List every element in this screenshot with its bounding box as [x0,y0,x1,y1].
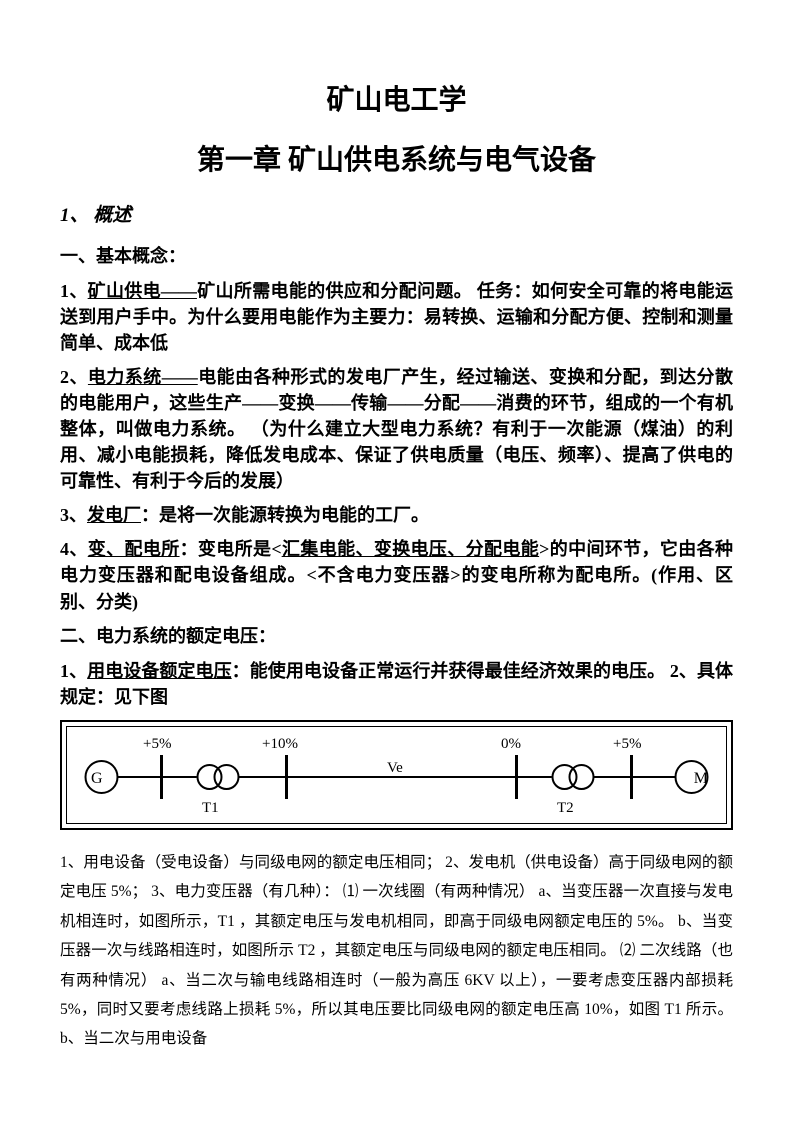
p5-num: 1、 [60,661,87,681]
diagram-inner-frame: G M T1 T2 Ve +5% +10% 0% +5% [66,726,727,824]
label-ve: Ve [387,757,403,780]
label-pct5a: +5% [143,733,171,756]
p3-body: ：是将一次能源转换为电能的工厂。 [141,505,429,525]
chapter-title: 第一章 矿山供电系统与电气设备 [60,140,733,182]
p4-num: 4、 [60,539,88,559]
explanation-text: 1、用电设备（受电设备）与同级电网的额定电压相同； 2、发电机（供电设备）高于同… [60,848,733,1054]
circuit-diagram: G M T1 T2 Ve +5% +10% 0% +5% [60,720,733,830]
section-overview-label: 1、 概述 [60,202,733,231]
label-pct10: +10% [262,733,298,756]
label-t1: T1 [202,797,219,820]
p3-term: 发电厂 [87,505,141,525]
para-mining-supply: 1、矿山供电——矿山所需电能的供应和分配问题。 任务：如何安全可靠的将电能运送到… [60,278,733,356]
label-pct5b: +5% [613,733,641,756]
p2-num: 2、 [60,367,88,387]
p2-term: 电力系统—— [88,367,198,387]
t1-coil2 [215,765,239,789]
p3-num: 3、 [60,505,87,525]
main-title: 矿山电工学 [60,80,733,122]
heading-basic-concepts: 一、基本概念： [60,243,733,270]
p5-term: 用电设备额定电压 [87,661,232,681]
p1-num: 1、 [60,281,88,301]
label-t2: T2 [557,797,574,820]
para-power-system: 2、电力系统——电能由各种形式的发电厂产生，经过输送、变换和分配，到达分散的电能… [60,364,733,494]
t2-coil2 [570,765,594,789]
p4-term2: 汇集电能、变换电压、分配电能 [282,539,539,559]
p1-term: 矿山供电—— [88,281,197,301]
label-g: G [91,767,103,791]
label-pct0: 0% [501,733,521,756]
label-m: M [694,767,708,791]
heading-rated-voltage: 二、电力系统的额定电压： [60,623,733,650]
p4-term: 变、配电所 [88,539,180,559]
para-power-plant: 3、发电厂：是将一次能源转换为电能的工厂。 [60,502,733,528]
para-rated-voltage: 1、用电设备额定电压：能使用电设备正常运行并获得最佳经济效果的电压。 2、具体规… [60,658,733,710]
para-substation: 4、变、配电所：变电所是<汇集电能、变换电压、分配电能>的中间环节，它由各种电力… [60,536,733,614]
p4-body1: ：变电所是< [180,539,282,559]
